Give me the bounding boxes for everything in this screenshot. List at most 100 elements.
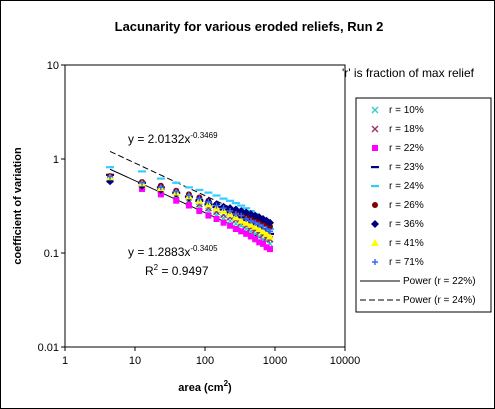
data-point: [195, 188, 204, 192]
x-axis-ticks: 1 10 100 1000 10000: [62, 347, 360, 367]
data-point: [243, 215, 250, 222]
data-point: [231, 202, 240, 205]
y-tick-label: 0.01: [38, 342, 59, 354]
data-point: [251, 222, 260, 230]
legend-label: r = 22%: [389, 143, 424, 154]
plot-area: [64, 64, 346, 348]
data-point: [156, 177, 165, 180]
data-point: [247, 233, 254, 240]
x-axis-label: area (cm2): [178, 379, 232, 394]
data-point: [173, 197, 180, 204]
data-point: [247, 217, 254, 224]
data-point: [252, 219, 259, 226]
y-tick-label: 10: [47, 60, 59, 72]
x-tick-label: 1000: [263, 355, 287, 367]
data-point: [266, 246, 273, 253]
data-point: [219, 197, 228, 200]
data-point: [172, 181, 181, 184]
data-markers: [106, 166, 274, 253]
x-tick-label: 10000: [330, 355, 361, 367]
r-squared: R2 = 0.9497: [145, 263, 209, 278]
data-point: [138, 170, 147, 173]
data-point: [157, 191, 164, 198]
data-point: [196, 207, 203, 214]
data-point: [196, 195, 203, 202]
data-point: [238, 212, 245, 219]
data-point: [220, 205, 227, 212]
legend-label: r = 26%: [389, 200, 424, 211]
data-point: [106, 166, 115, 169]
data-point: [184, 186, 193, 189]
legend-label: r = 41%: [389, 238, 424, 249]
data-point: [242, 218, 251, 226]
data-point: [213, 202, 220, 209]
data-point: [232, 210, 239, 217]
data-point: [220, 219, 227, 226]
data-point: [157, 184, 164, 191]
data-point: [232, 226, 239, 233]
x-tick-label: 100: [196, 355, 214, 367]
y-axis-ticks: 10 1 0.1 0.01: [38, 60, 65, 354]
data-point: [226, 199, 235, 202]
data-point: [205, 198, 212, 205]
data-point: [238, 228, 245, 235]
x-tick-label: 1: [62, 355, 68, 367]
legend-marker: [371, 125, 379, 133]
legend-label: Power (r = 24%): [403, 295, 476, 306]
plot-frame: [64, 64, 346, 348]
y-tick-label: 1: [53, 154, 59, 166]
data-point: [256, 221, 263, 228]
y-axis-label: coefficient of variation: [12, 147, 24, 265]
data-point: [213, 215, 220, 222]
legend-marker: [371, 239, 379, 246]
legend-marker: [372, 259, 378, 265]
equation-r22: y = 1.2883x-0.3405: [128, 244, 218, 259]
data-point: [265, 218, 274, 227]
chart-title: Lacunarity for various eroded reliefs, R…: [115, 19, 384, 34]
data-point: [227, 207, 234, 214]
y-tick-label: 0.1: [44, 248, 59, 260]
legend-label: r = 71%: [389, 257, 424, 268]
legend: r = 10% r = 18% r = 22% r = 23% r = 24% r = 2…: [355, 97, 492, 313]
equation-r24: y = 2.0132x-0.3469: [128, 131, 218, 146]
legend-label: r = 24%: [389, 181, 424, 192]
data-point: [237, 216, 246, 224]
data-point: [243, 230, 250, 237]
legend-marker: [371, 166, 379, 169]
data-point: [107, 173, 114, 180]
data-point: [139, 179, 146, 186]
legend-label: r = 18%: [389, 124, 424, 135]
legend-frame: [355, 97, 492, 313]
data-point: [265, 232, 274, 240]
data-point: [263, 244, 270, 251]
relief-note: 'r' is fraction of max relief: [342, 66, 475, 80]
data-point: [266, 223, 273, 230]
data-point: [204, 191, 213, 194]
data-point: [185, 192, 192, 199]
data-point: [266, 228, 273, 235]
legend-label: Power (r = 22%): [403, 276, 476, 287]
data-point: [205, 212, 212, 219]
x-tick-label: 10: [129, 355, 141, 367]
data-point: [212, 194, 221, 197]
legend-marker: [371, 220, 379, 228]
data-point: [260, 223, 267, 230]
legend-marker: [371, 185, 379, 188]
data-point: [185, 202, 192, 209]
data-point: [260, 240, 267, 247]
data-point: [251, 211, 260, 220]
data-point: [242, 207, 251, 210]
data-point: [252, 236, 259, 243]
data-point: [246, 220, 255, 228]
legend-marker: [371, 106, 379, 114]
legend-marker: [372, 145, 378, 151]
legend-label: r = 10%: [389, 105, 424, 116]
data-point: [255, 225, 264, 233]
data-point: [256, 239, 263, 246]
data-point: [173, 188, 180, 195]
legend-label: r = 36%: [389, 219, 424, 230]
data-point: [227, 222, 234, 229]
legend-label: r = 23%: [389, 162, 424, 173]
